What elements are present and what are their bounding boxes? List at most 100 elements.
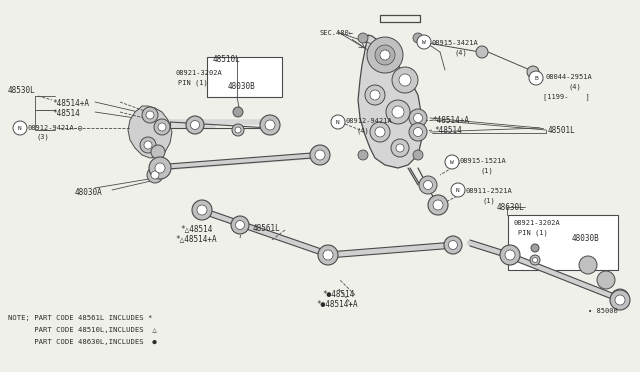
- Circle shape: [428, 195, 448, 215]
- Circle shape: [191, 121, 200, 129]
- Circle shape: [358, 150, 368, 160]
- Circle shape: [391, 139, 409, 157]
- Circle shape: [409, 109, 427, 127]
- Circle shape: [151, 171, 159, 179]
- Circle shape: [370, 122, 390, 142]
- Circle shape: [367, 37, 403, 73]
- Text: 48501L: 48501L: [548, 126, 576, 135]
- Circle shape: [399, 74, 411, 86]
- Circle shape: [433, 200, 443, 210]
- Text: 08921-3202A: 08921-3202A: [175, 70, 221, 76]
- Circle shape: [530, 255, 540, 265]
- Circle shape: [531, 244, 539, 252]
- Circle shape: [370, 90, 380, 100]
- Circle shape: [392, 67, 418, 93]
- Circle shape: [413, 128, 422, 137]
- Circle shape: [419, 176, 437, 194]
- Circle shape: [392, 106, 404, 118]
- Circle shape: [386, 100, 410, 124]
- Circle shape: [365, 85, 385, 105]
- Circle shape: [358, 33, 368, 43]
- Text: NOTE; PART CODE 48561L INCLUDES *: NOTE; PART CODE 48561L INCLUDES *: [8, 315, 152, 321]
- Text: *48514+A: *48514+A: [432, 116, 469, 125]
- Text: *●48514+A: *●48514+A: [316, 300, 358, 309]
- Circle shape: [380, 50, 390, 60]
- Text: 48530L: 48530L: [8, 86, 36, 95]
- Text: 48030B: 48030B: [572, 234, 600, 243]
- Circle shape: [192, 200, 212, 220]
- Text: *48514: *48514: [434, 126, 461, 135]
- Circle shape: [417, 35, 431, 49]
- Circle shape: [149, 157, 171, 179]
- Bar: [207, 57, 282, 97]
- Circle shape: [579, 256, 597, 274]
- Circle shape: [236, 221, 244, 230]
- Circle shape: [451, 183, 465, 197]
- Polygon shape: [358, 35, 422, 168]
- Circle shape: [597, 271, 615, 289]
- Text: 08912-9421A: 08912-9421A: [345, 118, 392, 124]
- Circle shape: [424, 180, 433, 189]
- Text: *48514+A: *48514+A: [52, 99, 89, 108]
- Circle shape: [142, 107, 158, 123]
- Text: W: W: [422, 39, 426, 45]
- Circle shape: [532, 257, 538, 263]
- Circle shape: [409, 123, 427, 141]
- Circle shape: [146, 111, 154, 119]
- Text: PART CODE 48510L,INCLUDES  △: PART CODE 48510L,INCLUDES △: [8, 327, 157, 333]
- Circle shape: [323, 250, 333, 260]
- Circle shape: [375, 45, 395, 65]
- Text: 08044-2951A: 08044-2951A: [545, 74, 592, 80]
- Text: 08912-9421A-○: 08912-9421A-○: [28, 124, 83, 130]
- Circle shape: [445, 155, 459, 169]
- Text: 08915-1521A: 08915-1521A: [460, 158, 507, 164]
- Circle shape: [375, 127, 385, 137]
- Circle shape: [151, 145, 165, 159]
- Text: 48030A: 48030A: [75, 188, 103, 197]
- Circle shape: [235, 127, 241, 133]
- Circle shape: [154, 119, 170, 135]
- Text: (1): (1): [480, 168, 493, 174]
- Circle shape: [396, 144, 404, 152]
- Circle shape: [265, 120, 275, 130]
- Circle shape: [158, 123, 166, 131]
- Text: 08921-3202A: 08921-3202A: [514, 220, 561, 226]
- Circle shape: [413, 113, 422, 122]
- Circle shape: [529, 71, 543, 85]
- Text: SEC.480←: SEC.480←: [320, 30, 354, 36]
- Circle shape: [610, 290, 630, 310]
- Text: PIN (1): PIN (1): [518, 230, 548, 237]
- Circle shape: [413, 150, 423, 160]
- Text: (4): (4): [357, 128, 370, 135]
- Text: W: W: [450, 160, 454, 164]
- Circle shape: [527, 66, 539, 78]
- Circle shape: [413, 33, 423, 43]
- Text: [1199-    ]: [1199- ]: [543, 93, 589, 100]
- Circle shape: [444, 236, 462, 254]
- Text: *48514: *48514: [52, 109, 80, 118]
- Circle shape: [233, 107, 243, 117]
- Circle shape: [611, 289, 629, 307]
- Text: 48630L: 48630L: [497, 203, 525, 212]
- Circle shape: [449, 241, 458, 250]
- Circle shape: [315, 150, 325, 160]
- Circle shape: [260, 115, 280, 135]
- Text: N: N: [18, 125, 22, 131]
- Circle shape: [232, 124, 244, 136]
- Text: (1): (1): [482, 198, 495, 205]
- Circle shape: [231, 216, 249, 234]
- Circle shape: [197, 205, 207, 215]
- Text: (4): (4): [568, 84, 580, 90]
- Text: 48510L: 48510L: [213, 55, 241, 64]
- Text: *△48514: *△48514: [180, 224, 212, 233]
- Bar: [508, 215, 618, 270]
- Text: PIN (1): PIN (1): [178, 80, 208, 87]
- Text: 48561L: 48561L: [253, 224, 281, 233]
- Text: *●48514: *●48514: [322, 290, 355, 299]
- Text: 08915-3421A: 08915-3421A: [432, 40, 479, 46]
- Text: PART CODE 48630L,INCLUDES  ●: PART CODE 48630L,INCLUDES ●: [8, 339, 157, 345]
- Circle shape: [155, 163, 165, 173]
- Text: (3): (3): [36, 134, 49, 141]
- Text: 08911-2521A: 08911-2521A: [465, 188, 512, 194]
- Text: 48030B: 48030B: [228, 82, 256, 91]
